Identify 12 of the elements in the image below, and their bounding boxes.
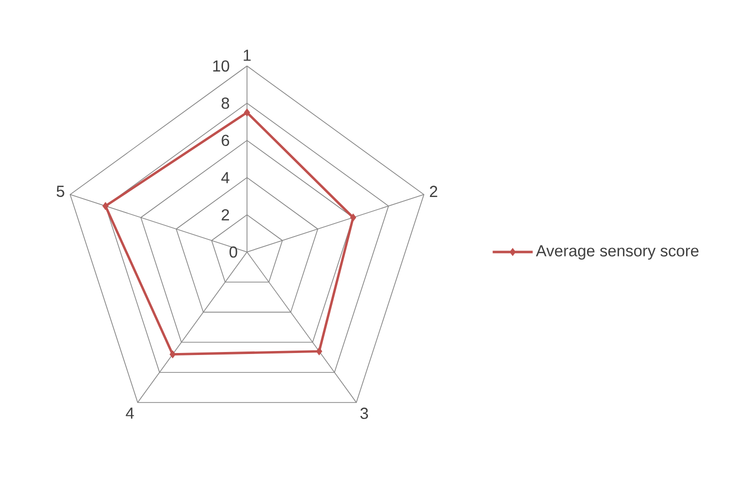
y-tick-label: 4	[221, 172, 230, 184]
spoke-label: 5	[56, 186, 64, 197]
spoke-label: 1	[244, 50, 251, 61]
y-tick-label: 0	[230, 246, 238, 258]
y-tick-label: 10	[213, 60, 230, 72]
y-tick-label: 8	[222, 98, 230, 109]
y-tick-label: 6	[222, 134, 230, 146]
spoke-label: 2	[430, 186, 438, 197]
legend-label: Average sensory score	[536, 245, 698, 260]
y-tick-label: 2	[222, 209, 229, 220]
spoke-label: 4	[126, 408, 134, 419]
spoke-label: 3	[360, 408, 368, 420]
